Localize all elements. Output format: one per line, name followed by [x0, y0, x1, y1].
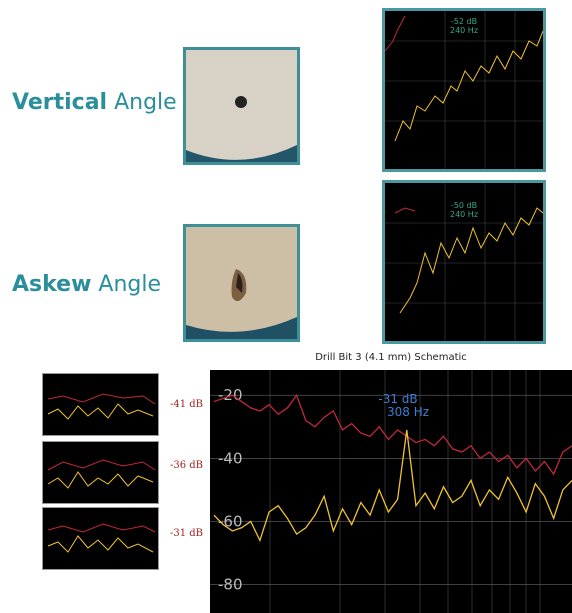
chart-title: Drill Bit 3 (4.1 mm) Schematic: [210, 352, 572, 363]
small-spectrum: [42, 373, 159, 436]
page: {"panels": [ {"label_bold": "Vertical", …: [0, 0, 572, 613]
thumb-level: -52 dB: [385, 17, 543, 26]
label-bold: Askew: [12, 272, 91, 297]
label-rest: Angle: [98, 272, 161, 297]
comparison-level: -41 dB: [170, 399, 203, 410]
angle-label: Askew Angle: [12, 272, 161, 297]
label-bold: Vertical: [12, 90, 107, 115]
thumb-freq: 240 Hz: [385, 210, 543, 219]
y-tick-label: -60: [218, 512, 243, 530]
photo: [183, 224, 300, 342]
y-tick-label: -40: [218, 449, 243, 467]
comparison-level: -31 dB: [170, 528, 203, 539]
angle-label: Vertical Angle: [12, 90, 177, 115]
label-rest: Angle: [114, 90, 177, 115]
small-spectrum: [42, 507, 159, 570]
spectrum-thumb: -50 dB 240 Hz: [382, 180, 546, 344]
thumb-freq: 240 Hz: [385, 26, 543, 35]
spectrum-thumb: -52 dB 240 Hz: [382, 8, 546, 172]
annotation-level: -31 dB: [378, 392, 417, 406]
annotation-freq: 308 Hz: [387, 405, 429, 419]
comparison-level: -36 dB: [170, 460, 203, 471]
thumb-level: -50 dB: [385, 201, 543, 210]
y-tick-label: -80: [218, 576, 243, 594]
photo: [183, 47, 300, 165]
y-tick-label: -20: [218, 386, 243, 404]
small-spectrum: [42, 441, 159, 504]
